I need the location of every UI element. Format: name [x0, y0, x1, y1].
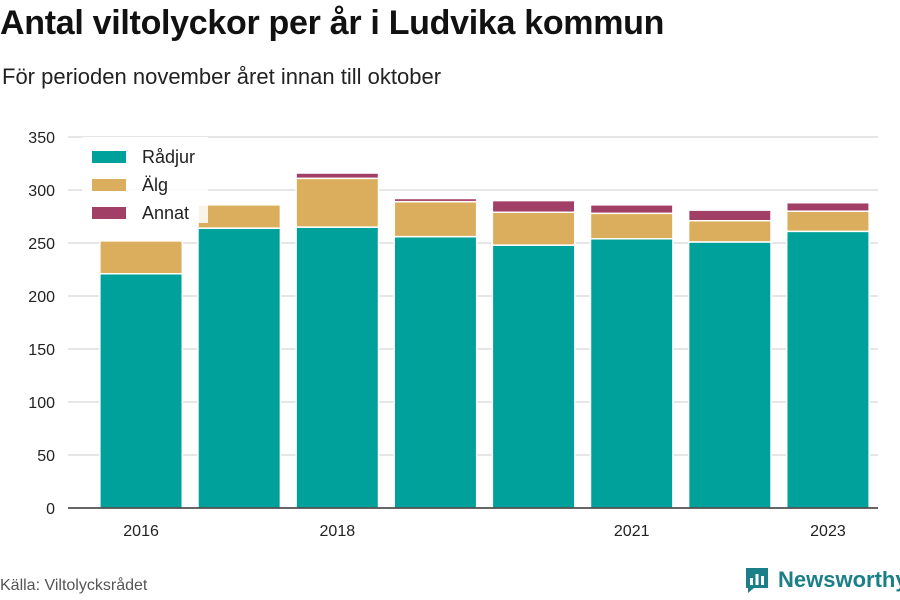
- brand-name: Newsworthy: [778, 567, 900, 592]
- y-tick-label: 350: [28, 130, 55, 147]
- x-tick-label: 2018: [320, 523, 356, 540]
- bar-älg-2019[interactable]: [393, 200, 478, 238]
- x-tick-label: 2023: [810, 523, 846, 540]
- bar-annat-2023[interactable]: [785, 201, 870, 212]
- bar-älg-2017[interactable]: [197, 204, 282, 229]
- bar-älg-2022[interactable]: [687, 219, 772, 243]
- bar-rådjur-2022[interactable]: [687, 241, 772, 509]
- bar-rådjur-2020[interactable]: [491, 244, 576, 509]
- bar-annat-2019[interactable]: [393, 197, 478, 203]
- bar-annat-2018[interactable]: [295, 172, 380, 180]
- bar-annat-2021[interactable]: [589, 204, 674, 215]
- chart-title: Antal viltolyckor per år i Ludvika kommu…: [0, 4, 665, 42]
- legend-swatch-rådjur: [92, 151, 126, 163]
- source-note: Källa: Viltolycksrådet: [0, 577, 148, 594]
- bar-rådjur-2021[interactable]: [589, 238, 674, 509]
- x-tick-label: 2016: [123, 523, 159, 540]
- stacked-bar-chart: 0 50 100 150 200 250 300 350 2016 2018 2021 2023 Råd…: [28, 130, 878, 540]
- legend-swatch-annat: [92, 207, 126, 219]
- y-tick-label: 0: [46, 501, 55, 518]
- y-tick-label: 250: [28, 236, 55, 253]
- y-tick-label: 200: [28, 289, 55, 306]
- legend-label-rådjur: Rådjur: [142, 147, 195, 167]
- bar-rådjur-2017[interactable]: [197, 227, 282, 509]
- y-tick-label: 300: [28, 183, 55, 200]
- bar-älg-2021[interactable]: [589, 212, 674, 240]
- bar-rådjur-2023[interactable]: [785, 230, 870, 509]
- bar-älg-2018[interactable]: [295, 177, 380, 228]
- y-tick-label: 50: [37, 448, 55, 465]
- brand-logo[interactable]: Newsworthy: [744, 566, 900, 594]
- legend-label-älg: Älg: [142, 175, 168, 195]
- bar-älg-2023[interactable]: [785, 210, 870, 233]
- newsworthy-logo-icon: [746, 568, 768, 593]
- bar-älg-2020[interactable]: [491, 211, 576, 246]
- bar-älg-2016[interactable]: [99, 240, 184, 275]
- bar-rådjur-2016[interactable]: [99, 272, 184, 509]
- y-tick-label: 100: [28, 395, 55, 412]
- x-tick-label: 2021: [614, 523, 650, 540]
- bar-annat-2020[interactable]: [491, 199, 576, 214]
- bar-rådjur-2018[interactable]: [295, 226, 380, 509]
- y-tick-label: 150: [28, 342, 55, 359]
- bar-annat-2022[interactable]: [687, 209, 772, 222]
- bar-rådjur-2019[interactable]: [393, 235, 478, 509]
- legend-label-annat: Annat: [142, 203, 189, 223]
- legend-swatch-älg: [92, 179, 126, 191]
- chart-subtitle: För perioden november året innan till ok…: [2, 64, 442, 89]
